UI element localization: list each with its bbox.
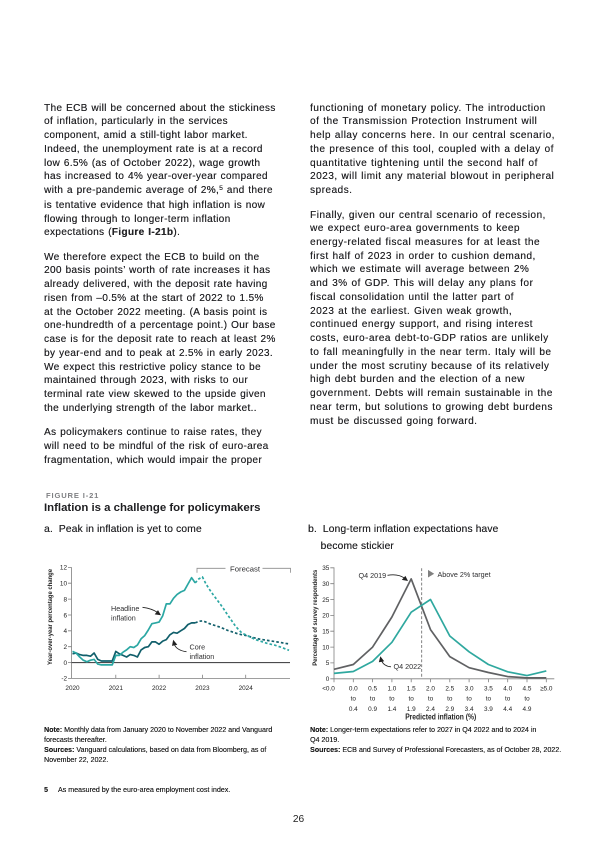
svg-text:0.0: 0.0	[349, 686, 358, 693]
svg-text:20: 20	[322, 613, 330, 620]
svg-text:4.5: 4.5	[523, 686, 532, 693]
svg-text:2023: 2023	[195, 685, 210, 692]
svg-text:2021: 2021	[109, 685, 124, 692]
svg-text:30: 30	[322, 581, 330, 588]
svg-text:2.4: 2.4	[426, 706, 435, 713]
svg-text:5: 5	[326, 660, 330, 667]
svg-text:to: to	[389, 696, 395, 703]
svg-text:Above 2% target: Above 2% target	[438, 570, 491, 579]
svg-text:12: 12	[60, 565, 68, 572]
svg-text:to: to	[486, 696, 492, 703]
svg-text:to: to	[428, 696, 434, 703]
svg-text:8: 8	[63, 596, 67, 603]
svg-text:15: 15	[322, 629, 330, 636]
svg-text:to: to	[466, 696, 472, 703]
svg-text:10: 10	[322, 644, 330, 651]
svg-text:0.9: 0.9	[368, 706, 377, 713]
svg-text:to: to	[370, 696, 376, 703]
svg-text:35: 35	[322, 565, 330, 572]
svg-text:Q4 2019: Q4 2019	[359, 571, 387, 580]
svg-text:3.9: 3.9	[484, 706, 493, 713]
svg-text:4.0: 4.0	[503, 686, 512, 693]
svg-text:4: 4	[63, 628, 67, 635]
svg-text:3.0: 3.0	[465, 686, 474, 693]
svg-text:to: to	[505, 696, 511, 703]
svg-text:0: 0	[63, 660, 67, 667]
svg-text:Headline: Headline	[111, 604, 139, 613]
svg-text:-2: -2	[61, 676, 67, 683]
svg-text:2022: 2022	[152, 685, 167, 692]
svg-text:4.9: 4.9	[523, 706, 532, 713]
svg-text:2: 2	[63, 644, 67, 651]
svg-text:2020: 2020	[65, 685, 80, 692]
svg-text:inflation: inflation	[190, 652, 215, 661]
svg-text:0: 0	[326, 676, 330, 683]
svg-text:3.4: 3.4	[465, 706, 474, 713]
svg-text:inflation: inflation	[111, 613, 136, 622]
svg-text:0.4: 0.4	[349, 706, 358, 713]
svg-text:to: to	[409, 696, 415, 703]
svg-text:Year-over-year percentage chan: Year-over-year percentage change	[47, 569, 54, 665]
svg-text:Forecast: Forecast	[230, 564, 261, 573]
svg-text:Predicted inflation (%): Predicted inflation (%)	[405, 712, 476, 721]
svg-text:3.5: 3.5	[484, 686, 493, 693]
svg-text:1.5: 1.5	[407, 686, 416, 693]
svg-text:6: 6	[63, 612, 67, 619]
svg-text:1.4: 1.4	[387, 706, 396, 713]
svg-text:4.4: 4.4	[503, 706, 512, 713]
svg-text:2.5: 2.5	[445, 686, 454, 693]
svg-text:25: 25	[322, 597, 330, 604]
svg-text:Percentage of survey responden: Percentage of survey respondents	[312, 570, 319, 666]
svg-text:Core: Core	[190, 643, 206, 652]
svg-text:to: to	[447, 696, 453, 703]
svg-text:2024: 2024	[239, 685, 254, 692]
svg-text:to: to	[524, 696, 530, 703]
svg-text:to: to	[351, 696, 357, 703]
svg-text:0.5: 0.5	[368, 686, 377, 693]
svg-text:1.9: 1.9	[407, 706, 416, 713]
svg-text:≥5.0: ≥5.0	[540, 686, 553, 693]
svg-text:10: 10	[60, 581, 68, 588]
svg-text:Q4 2022: Q4 2022	[394, 662, 422, 671]
svg-text:2.0: 2.0	[426, 686, 435, 693]
svg-text:1.0: 1.0	[387, 686, 396, 693]
svg-text:<0.0: <0.0	[322, 686, 335, 693]
svg-text:2.9: 2.9	[445, 706, 454, 713]
